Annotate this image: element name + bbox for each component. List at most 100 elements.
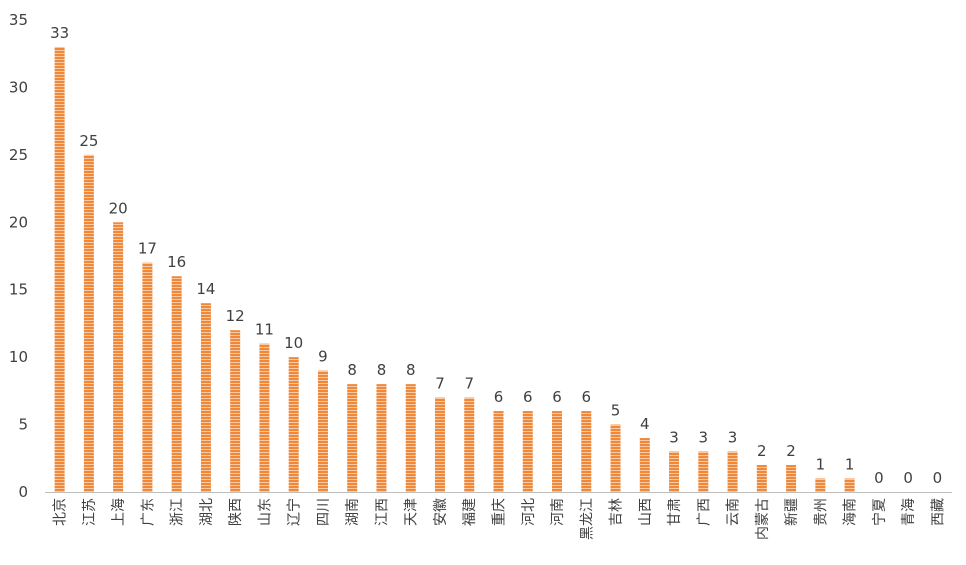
bar <box>347 384 358 492</box>
x-tick-label: 宁夏 <box>871 498 888 526</box>
x-tick-label: 陕西 <box>228 498 244 526</box>
bar <box>844 478 855 492</box>
data-label: 3 <box>699 429 709 447</box>
x-tick-label: 新疆 <box>784 498 800 526</box>
data-label: 8 <box>347 361 357 379</box>
bar <box>113 222 124 493</box>
bar <box>230 330 241 492</box>
bar <box>405 384 416 492</box>
y-tick-label: 5 <box>18 416 28 434</box>
bars <box>54 46 855 493</box>
data-label: 6 <box>494 388 504 406</box>
y-tick-label: 0 <box>18 483 28 501</box>
x-tick-label: 山西 <box>638 498 654 526</box>
bar <box>464 397 475 492</box>
data-label: 6 <box>523 388 533 406</box>
data-label: 9 <box>318 348 328 366</box>
bar <box>815 478 826 492</box>
data-label: 6 <box>552 388 562 406</box>
x-tick-label: 吉林 <box>609 498 625 526</box>
x-tick-label: 辽宁 <box>286 498 303 526</box>
x-tick-label: 四川 <box>316 498 332 526</box>
data-label: 12 <box>226 307 245 325</box>
data-label: 16 <box>167 253 186 271</box>
data-label: 7 <box>464 375 474 393</box>
x-tick-label: 广西 <box>696 498 712 526</box>
bar <box>200 303 211 492</box>
x-tick-label: 江西 <box>374 498 390 526</box>
data-label: 10 <box>284 334 303 352</box>
bar <box>493 411 504 492</box>
y-tick-label: 35 <box>9 11 28 29</box>
bar <box>522 411 533 492</box>
bar <box>610 424 621 492</box>
data-label: 3 <box>728 429 738 447</box>
x-tick-label: 山东 <box>257 498 273 526</box>
bar <box>142 262 153 492</box>
x-tick-label: 安徽 <box>433 498 449 526</box>
data-label: 4 <box>640 415 650 433</box>
bar <box>171 276 182 492</box>
bar <box>786 465 797 492</box>
y-tick-label: 10 <box>9 348 28 366</box>
data-label: 8 <box>377 361 387 379</box>
bar <box>288 357 299 492</box>
x-tick-label: 黑龙江 <box>579 498 595 540</box>
data-label: 1 <box>845 456 855 474</box>
x-tick-label: 天津 <box>404 498 420 526</box>
bar <box>434 397 445 492</box>
x-tick-label: 云南 <box>726 498 742 526</box>
x-tick-label: 福建 <box>462 498 478 526</box>
data-label: 6 <box>582 388 592 406</box>
data-label: 33 <box>50 24 69 42</box>
data-label: 2 <box>757 442 767 460</box>
data-label: 17 <box>138 240 157 258</box>
data-label: 25 <box>79 132 98 150</box>
bar <box>698 451 709 492</box>
x-tick-label: 浙江 <box>170 498 186 526</box>
x-tick-label: 青海 <box>901 498 917 526</box>
y-axis: 0 5 10 15 20 25 30 35 <box>9 11 28 501</box>
x-tick-label: 内蒙古 <box>755 498 771 540</box>
data-label: 0 <box>933 469 943 487</box>
data-label: 8 <box>406 361 416 379</box>
x-tick-label: 重庆 <box>492 498 508 526</box>
bar <box>639 438 650 492</box>
data-label: 1 <box>816 456 826 474</box>
data-label: 5 <box>611 402 621 420</box>
x-tick-label: 湖南 <box>345 498 361 526</box>
x-tick-label: 广东 <box>140 498 156 526</box>
y-tick-label: 25 <box>9 146 28 164</box>
bar <box>54 46 65 492</box>
x-tick-label: 北京 <box>53 498 69 526</box>
x-tick-label: 甘肃 <box>667 498 683 526</box>
bar <box>581 411 592 492</box>
bar <box>727 451 738 492</box>
data-label: 11 <box>255 321 274 339</box>
bar <box>376 384 387 492</box>
x-tick-label: 湖北 <box>199 498 215 526</box>
data-label: 7 <box>435 375 445 393</box>
data-label: 20 <box>109 199 128 217</box>
x-tick-label: 上海 <box>111 498 127 526</box>
bar <box>669 451 680 492</box>
y-tick-label: 20 <box>9 213 28 231</box>
y-tick-label: 30 <box>9 78 28 96</box>
bar <box>552 411 563 492</box>
x-tick-labels: 北京 江苏 上海 广东 浙江 湖北 陕西 山东 辽宁 四川 湖南 江西 天津 安徽 福建 重庆 河北 河南 黑龙江吉… <box>53 498 947 540</box>
x-tick-label: 江苏 <box>82 498 98 526</box>
x-tick-label: 海南 <box>843 498 859 526</box>
x-tick-label: 西藏 <box>930 498 946 526</box>
bar <box>756 465 767 492</box>
y-tick-label: 15 <box>9 281 28 299</box>
x-tick-label: 河北 <box>521 498 537 526</box>
x-tick-label: 贵州 <box>813 498 829 526</box>
bar <box>259 343 270 492</box>
data-label: 3 <box>669 429 679 447</box>
data-label: 0 <box>874 469 884 487</box>
data-label: 2 <box>786 442 796 460</box>
x-tick-label: 河南 <box>550 498 566 526</box>
